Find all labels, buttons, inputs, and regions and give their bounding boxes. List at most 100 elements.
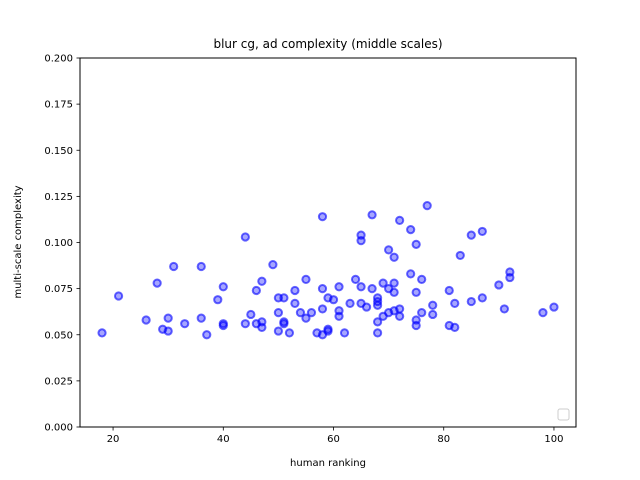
y-tick-label: 0.025 xyxy=(44,376,73,387)
y-tick-label: 0.100 xyxy=(44,238,73,249)
data-point xyxy=(169,261,179,272)
data-point xyxy=(406,224,416,235)
data-point xyxy=(350,274,361,284)
y-tick-label: 0.075 xyxy=(44,284,73,295)
y-tick-label: 0.125 xyxy=(44,192,73,203)
data-point xyxy=(505,272,515,283)
data-point xyxy=(317,304,328,314)
data-point xyxy=(499,304,509,314)
data-point xyxy=(273,326,283,336)
data-point xyxy=(284,328,295,338)
data-point xyxy=(251,285,261,296)
data-point xyxy=(279,317,289,327)
data-point xyxy=(411,239,421,249)
data-point xyxy=(317,212,328,222)
data-point xyxy=(218,282,228,292)
x-axis: 20 40 60 80 100 xyxy=(107,427,564,445)
data-point xyxy=(240,232,250,242)
data-point xyxy=(356,282,366,292)
data-point xyxy=(163,326,173,336)
data-point xyxy=(301,274,311,284)
data-point xyxy=(466,230,476,240)
data-point xyxy=(246,309,256,320)
data-point xyxy=(411,320,421,331)
data-point xyxy=(373,300,383,310)
data-point xyxy=(455,250,465,261)
data-point xyxy=(196,261,206,272)
points-layer xyxy=(97,201,559,340)
data-point xyxy=(141,315,151,325)
data-point xyxy=(257,317,267,327)
data-point xyxy=(450,298,460,308)
data-point xyxy=(257,276,267,286)
data-point xyxy=(395,215,405,225)
data-point xyxy=(290,285,300,296)
data-point xyxy=(290,298,300,308)
data-point xyxy=(549,302,559,312)
data-point xyxy=(339,328,350,338)
y-tick-label: 0.050 xyxy=(44,330,73,341)
data-point xyxy=(268,260,278,270)
y-tick-label: 0.175 xyxy=(44,100,73,111)
data-point xyxy=(328,295,339,305)
data-point xyxy=(444,285,454,296)
data-point xyxy=(367,284,377,294)
y-axis-label: multi-scale complexity xyxy=(13,185,24,298)
x-tick-label: 80 xyxy=(437,434,450,445)
data-point xyxy=(345,298,355,308)
data-point xyxy=(373,317,383,327)
data-point xyxy=(395,304,405,314)
data-point xyxy=(317,284,328,294)
data-point xyxy=(417,274,427,284)
data-point xyxy=(428,309,438,320)
data-point xyxy=(295,308,306,318)
data-point xyxy=(240,319,250,329)
data-point xyxy=(384,245,394,255)
data-point xyxy=(417,308,427,318)
data-point xyxy=(202,330,212,340)
data-point xyxy=(279,293,289,303)
data-point xyxy=(406,269,416,279)
data-point xyxy=(477,226,487,237)
data-point xyxy=(373,328,383,338)
data-point xyxy=(378,278,388,288)
x-tick-label: 100 xyxy=(544,434,563,445)
data-point xyxy=(494,280,504,290)
data-point xyxy=(450,322,460,332)
data-point xyxy=(466,296,476,307)
data-point xyxy=(411,287,421,297)
data-point xyxy=(334,311,344,321)
x-tick-label: 60 xyxy=(327,434,340,445)
data-point xyxy=(196,313,206,323)
data-point xyxy=(389,287,399,297)
data-point xyxy=(538,308,548,318)
data-point xyxy=(152,278,162,288)
x-axis-label: human ranking xyxy=(290,458,366,469)
data-point xyxy=(113,291,124,301)
data-point xyxy=(477,293,487,303)
data-point xyxy=(395,311,405,321)
y-tick-label: 0.000 xyxy=(44,423,73,434)
data-point xyxy=(356,236,366,246)
y-tick-label: 0.200 xyxy=(44,54,73,65)
data-point xyxy=(301,313,311,323)
data-point xyxy=(323,324,333,334)
chart-title: blur cg, ad complexity (middle scales) xyxy=(213,37,442,51)
data-point xyxy=(389,278,399,288)
data-point xyxy=(218,319,228,329)
data-point xyxy=(361,302,372,312)
data-point xyxy=(422,201,432,211)
data-point xyxy=(306,308,317,318)
y-tick-label: 0.150 xyxy=(44,146,73,157)
legend-box xyxy=(557,408,570,421)
y-axis: 0.000 0.025 0.050 0.075 0.100 0.125 0.150 0.175… xyxy=(44,54,80,434)
data-point xyxy=(213,295,223,305)
data-point xyxy=(334,282,344,292)
data-point xyxy=(180,319,190,329)
data-point xyxy=(367,210,377,220)
x-tick-label: 20 xyxy=(107,434,120,445)
data-point xyxy=(163,313,173,323)
data-point xyxy=(389,252,399,262)
data-point xyxy=(428,300,438,310)
